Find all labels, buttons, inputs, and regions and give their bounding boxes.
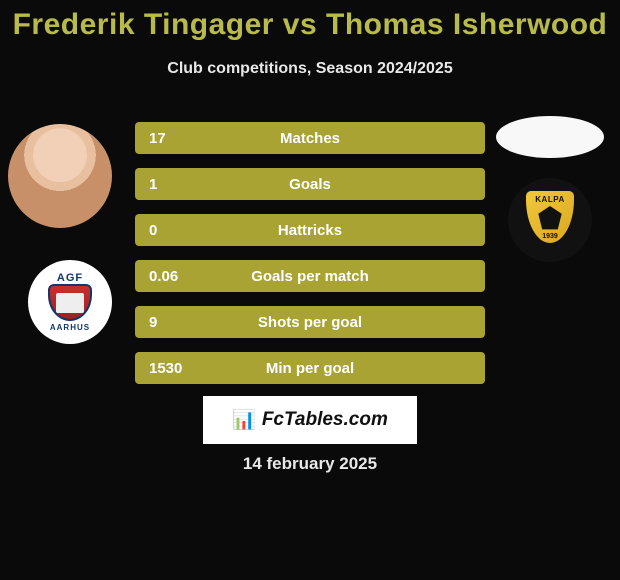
player-left-avatar [8,124,112,228]
stat-label: Matches [135,130,485,147]
stat-row-shots-per-goal: 9 Shots per goal [135,306,485,338]
stats-container: 17 Matches 1 Goals 0 Hattricks 0.06 Goal… [135,122,485,398]
page-title: Frederik Tingager vs Thomas Isherwood [0,0,620,42]
stat-row-goals: 1 Goals [135,168,485,200]
kalpa-fox-icon [537,206,563,232]
kalpa-name: KALPA [535,195,564,204]
stat-label: Goals per match [135,268,485,285]
kalpa-year: 1939 [542,233,558,240]
stat-value: 1530 [149,360,182,377]
player-right-avatar [496,116,604,158]
stat-label: Shots per goal [135,314,485,331]
stat-row-min-per-goal: 1530 Min per goal [135,352,485,384]
stat-row-matches: 17 Matches [135,122,485,154]
stat-value: 0.06 [149,268,178,285]
stat-value: 1 [149,176,157,193]
stat-value: 0 [149,222,157,239]
club-right-crest: KALPA 1939 [508,178,592,262]
stat-label: Hattricks [135,222,485,239]
stat-value: 17 [149,130,166,147]
stat-label: Goals [135,176,485,193]
date-label: 14 february 2025 [0,454,620,474]
brand-box[interactable]: 📊 FcTables.com [203,396,417,444]
crest-bottom-text: AARHUS [50,323,90,332]
club-left-crest: AGF AARHUS [28,260,112,344]
crest-towers [56,293,84,313]
kalpa-crest: KALPA 1939 [518,188,582,252]
stat-row-goals-per-match: 0.06 Goals per match [135,260,485,292]
stat-label: Min per goal [135,360,485,377]
crest-shield [48,284,92,321]
kalpa-shield: KALPA 1939 [523,188,577,246]
stat-value: 9 [149,314,157,331]
agf-crest: AGF AARHUS [40,272,100,332]
brand-text: FcTables.com [262,409,388,431]
brand-chart-icon: 📊 [232,408,256,432]
subtitle: Club competitions, Season 2024/2025 [0,60,620,78]
stat-row-hattricks: 0 Hattricks [135,214,485,246]
crest-top-text: AGF [57,272,83,284]
